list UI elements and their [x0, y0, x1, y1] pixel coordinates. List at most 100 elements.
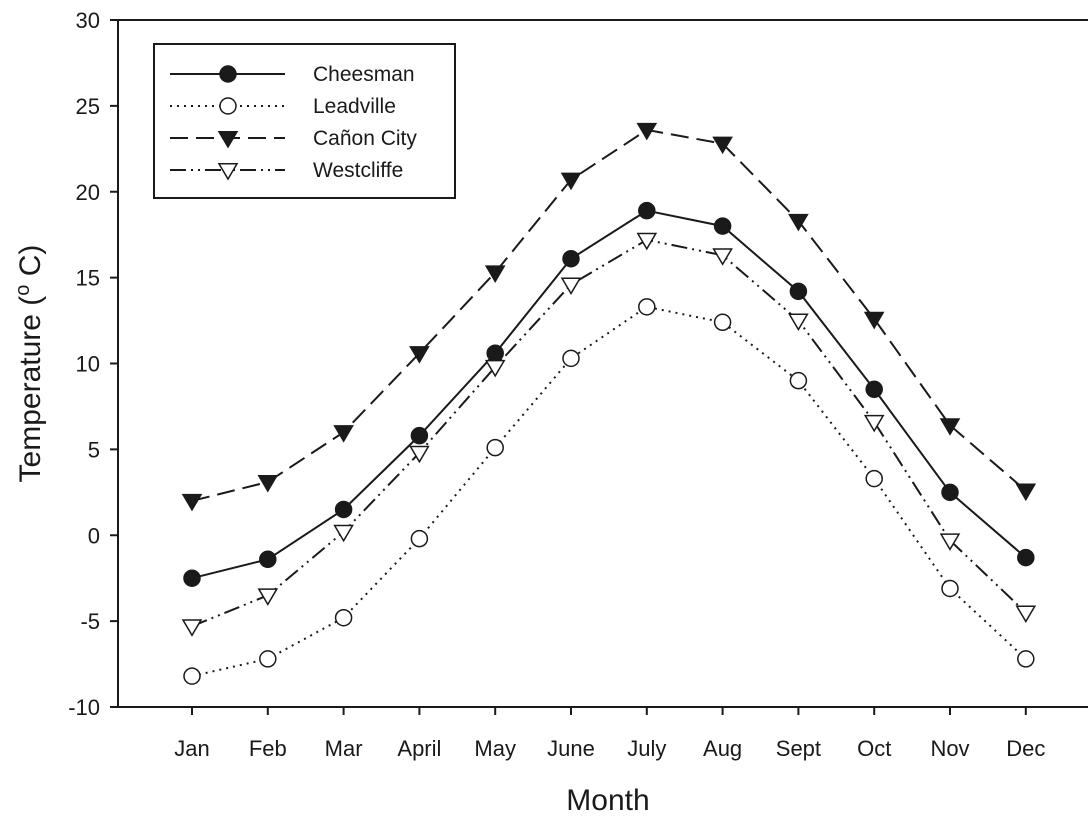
data-point: [181, 493, 203, 512]
data-point: [560, 277, 582, 295]
y-axis-title-degree: o: [12, 285, 34, 296]
data-point: [1017, 548, 1035, 567]
x-tick-label: Aug: [703, 736, 742, 761]
data-point: [259, 550, 277, 569]
y-axis-title-suffix: C): [14, 245, 47, 285]
data-point: [939, 418, 961, 436]
x-axis: Jan Feb Mar April May June July Aug Sept Oct Nov De…: [174, 707, 1045, 761]
x-tick-label: Dec: [1006, 736, 1045, 761]
data-point: [562, 249, 580, 268]
x-tick-label: Nov: [930, 736, 969, 761]
x-tick-label: Feb: [249, 736, 287, 761]
data-point: [788, 313, 809, 332]
series-westcliffe: [181, 232, 1037, 637]
series-line: [191, 305, 1027, 678]
legend-box: [153, 43, 456, 199]
legend-marker: [219, 65, 237, 83]
series-leadville: [183, 298, 1035, 685]
data-point: [486, 344, 504, 362]
data-point: [638, 201, 656, 220]
y-axis-title: Temperature (o C): [12, 245, 47, 483]
y-tick-label: -10: [68, 695, 100, 720]
x-tick-label: Oct: [857, 736, 891, 761]
data-point: [788, 213, 809, 232]
series-line: [191, 238, 1027, 628]
y-tick-label: 20: [76, 180, 100, 205]
data-point: [865, 469, 883, 488]
x-tick-label: April: [397, 736, 441, 761]
legend-label: Westcliffe: [313, 159, 403, 182]
y-tick-label: 15: [76, 266, 100, 291]
data-point: [183, 569, 201, 587]
legend-label: Cheesman: [313, 63, 415, 86]
data-point: [410, 426, 429, 445]
y-tick-label: 5: [88, 437, 100, 462]
x-tick-label: Jan: [174, 736, 209, 761]
data-point: [712, 248, 733, 266]
data-point: [713, 217, 732, 235]
legend-label: Leadville: [313, 95, 396, 118]
x-tick-label: Mar: [325, 736, 363, 761]
data-point: [484, 265, 506, 283]
series-cheesman: [183, 201, 1035, 587]
x-tick-label: July: [627, 736, 666, 761]
y-axis: -10 -5 0 5 10 15 20 25 30: [68, 8, 118, 720]
data-point: [484, 359, 506, 378]
data-point: [636, 122, 658, 141]
data-point: [713, 313, 732, 332]
data-point: [1015, 605, 1037, 624]
legend-entry: Westcliffe: [170, 159, 403, 182]
data-point: [789, 282, 808, 301]
data-point: [410, 529, 429, 548]
legend-marker: [217, 162, 239, 181]
x-tick-label: May: [474, 736, 516, 761]
x-tick-label: Sept: [776, 736, 821, 761]
series-line: [191, 209, 1027, 580]
legend-label: Cañon City: [313, 127, 417, 150]
y-tick-label: 30: [76, 8, 100, 33]
data-point: [257, 588, 279, 606]
legend-marker: [217, 130, 239, 149]
y-tick-label: 0: [88, 523, 100, 548]
legend: Cheesman Leadville Cañon City Westcliffe: [153, 43, 456, 199]
data-point: [257, 474, 279, 493]
data-point: [712, 136, 733, 155]
data-point: [939, 533, 961, 551]
data-point: [789, 371, 808, 390]
data-point: [259, 650, 277, 668]
data-point: [562, 349, 580, 368]
data-point: [334, 500, 353, 519]
legend-entry: Cañon City: [170, 127, 417, 150]
data-point: [409, 346, 430, 364]
data-point: [183, 667, 201, 685]
data-point: [1017, 650, 1035, 668]
series-line: [191, 128, 1027, 502]
data-point: [181, 619, 203, 637]
data-point: [333, 425, 354, 443]
data-point: [638, 298, 656, 316]
legend-entry: Leadville: [170, 95, 396, 118]
y-axis-title-prefix: Temperature (: [14, 296, 47, 483]
data-point: [863, 414, 885, 433]
data-point: [865, 380, 883, 399]
data-point: [1015, 483, 1037, 502]
data-point: [941, 579, 959, 598]
legend-entry: Cheesman: [170, 63, 415, 86]
data-point: [486, 438, 504, 457]
series-layer: [181, 122, 1037, 685]
data-point: [863, 311, 885, 330]
data-point: [333, 524, 354, 543]
data-point: [560, 172, 582, 191]
y-tick-label: 25: [76, 94, 100, 119]
y-tick-label: 10: [76, 352, 100, 377]
x-axis-title: Month: [566, 784, 649, 816]
data-point: [334, 608, 353, 627]
legend-marker: [219, 97, 237, 115]
y-tick-label: -5: [80, 609, 100, 634]
x-tick-label: June: [547, 736, 595, 761]
data-point: [941, 483, 959, 502]
data-point: [636, 232, 658, 251]
data-point: [409, 445, 430, 464]
series-ca-on-city: [181, 122, 1037, 512]
